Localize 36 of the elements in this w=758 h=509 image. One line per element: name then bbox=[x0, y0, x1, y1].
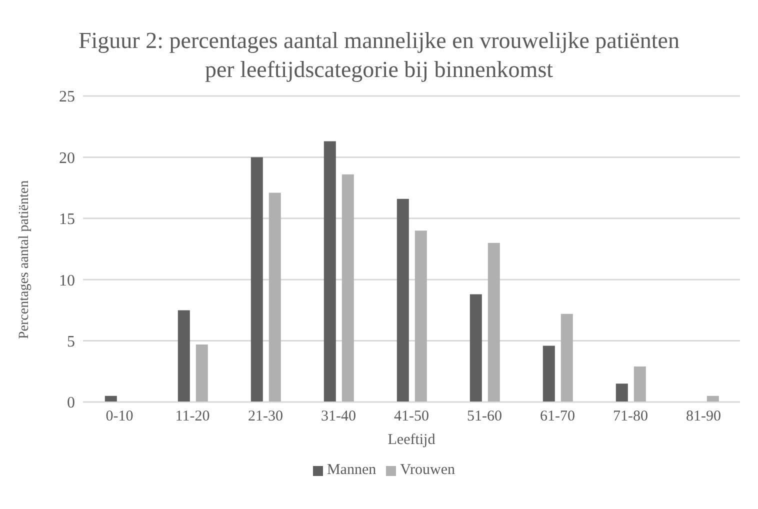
bar bbox=[268, 192, 281, 402]
x-tick-label: 81-90 bbox=[686, 408, 721, 425]
chart-title: Figuur 2: percentages aantal mannelijke en vrouwelijke patiënten per leeftijdscategorie bij binnenkomst bbox=[78, 27, 680, 84]
x-tick-label: 0-10 bbox=[106, 408, 134, 425]
bar bbox=[488, 242, 500, 402]
bar bbox=[196, 344, 208, 402]
bar bbox=[104, 396, 117, 402]
x-tick-label: 61-70 bbox=[540, 408, 575, 425]
x-tick-label: 31-40 bbox=[321, 408, 356, 425]
bar bbox=[250, 157, 263, 402]
y-tick-label: 5 bbox=[67, 333, 75, 350]
bar bbox=[560, 314, 573, 402]
legend-label: Vrouwen bbox=[400, 462, 456, 478]
x-tick-label: 71-80 bbox=[613, 408, 648, 425]
y-tick-label: 20 bbox=[59, 150, 75, 167]
bar bbox=[342, 174, 354, 402]
y-tick-label: 25 bbox=[59, 88, 75, 106]
bar bbox=[178, 310, 190, 402]
x-axis-title: Leeftijd bbox=[388, 432, 436, 448]
bar bbox=[414, 230, 427, 402]
bar bbox=[706, 396, 719, 402]
bar bbox=[634, 366, 646, 402]
bar bbox=[470, 294, 482, 402]
y-tick-label: 10 bbox=[59, 272, 75, 290]
legend-label: Mannen bbox=[326, 462, 376, 478]
x-tick-label: 21-30 bbox=[248, 408, 283, 425]
y-tick-label: 0 bbox=[67, 394, 75, 412]
x-tick-label: 41-50 bbox=[394, 408, 429, 425]
bar bbox=[616, 384, 628, 402]
x-tick-label: 11-20 bbox=[175, 408, 210, 425]
bar bbox=[542, 346, 555, 402]
bar bbox=[396, 198, 409, 402]
y-axis-title: Percentages aantal patiënten bbox=[16, 180, 32, 339]
x-tick-label: 51-60 bbox=[467, 408, 502, 425]
bar bbox=[324, 141, 336, 402]
y-tick-label: 15 bbox=[59, 211, 75, 228]
